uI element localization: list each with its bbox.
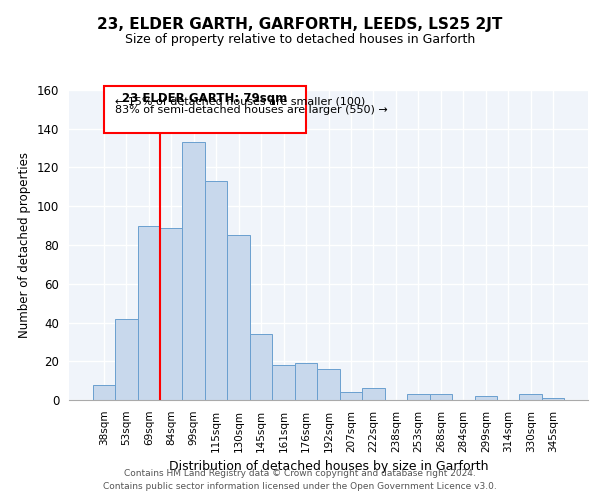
- Text: 23, ELDER GARTH, GARFORTH, LEEDS, LS25 2JT: 23, ELDER GARTH, GARFORTH, LEEDS, LS25 2…: [97, 18, 503, 32]
- Bar: [160, 228, 182, 400]
- Bar: [137, 226, 160, 400]
- Bar: [542, 398, 565, 400]
- Bar: [115, 318, 137, 400]
- Text: Contains public sector information licensed under the Open Government Licence v3: Contains public sector information licen…: [103, 482, 497, 491]
- Bar: [520, 394, 542, 400]
- Text: 23 ELDER GARTH: 79sqm: 23 ELDER GARTH: 79sqm: [122, 92, 287, 105]
- Text: Contains HM Land Registry data © Crown copyright and database right 2024.: Contains HM Land Registry data © Crown c…: [124, 468, 476, 477]
- Text: 83% of semi-detached houses are larger (550) →: 83% of semi-detached houses are larger (…: [115, 106, 388, 116]
- Bar: [205, 181, 227, 400]
- Bar: [475, 396, 497, 400]
- Bar: [92, 384, 115, 400]
- X-axis label: Distribution of detached houses by size in Garforth: Distribution of detached houses by size …: [169, 460, 488, 473]
- Bar: [317, 369, 340, 400]
- Bar: [250, 334, 272, 400]
- Bar: [295, 363, 317, 400]
- Bar: [227, 236, 250, 400]
- Bar: [430, 394, 452, 400]
- Bar: [182, 142, 205, 400]
- Y-axis label: Number of detached properties: Number of detached properties: [19, 152, 31, 338]
- Bar: [407, 394, 430, 400]
- Bar: [362, 388, 385, 400]
- Bar: [272, 365, 295, 400]
- Bar: [104, 86, 306, 132]
- Text: ← 15% of detached houses are smaller (100): ← 15% of detached houses are smaller (10…: [115, 97, 365, 107]
- Bar: [340, 392, 362, 400]
- Text: Size of property relative to detached houses in Garforth: Size of property relative to detached ho…: [125, 32, 475, 46]
